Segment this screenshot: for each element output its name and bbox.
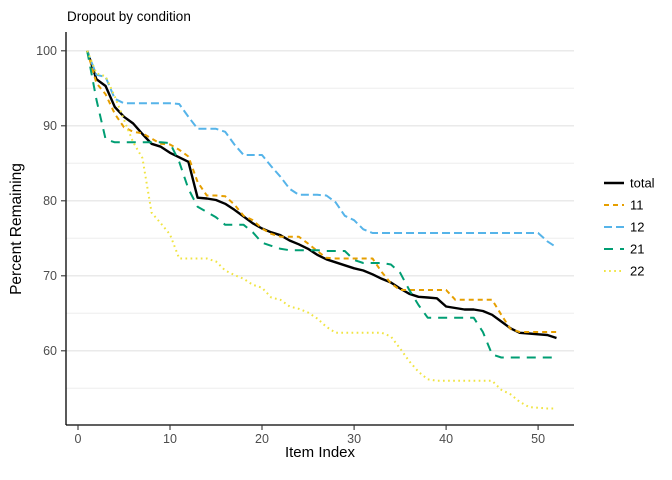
series-line-22 — [86, 50, 557, 410]
series-line-11 — [86, 50, 557, 333]
y-axis-title: Percent Remaining — [8, 163, 25, 295]
legend-label-22: 22 — [630, 264, 644, 279]
x-tick-label: 50 — [531, 432, 545, 446]
y-tick-label: 100 — [36, 44, 57, 58]
y-tick-label: 80 — [43, 194, 57, 208]
x-tick-label: 10 — [163, 432, 177, 446]
y-tick-label: 70 — [43, 269, 57, 283]
legend-label-11: 11 — [630, 198, 644, 213]
y-tick-label: 90 — [43, 119, 57, 133]
chart-title: Dropout by condition — [67, 9, 191, 24]
x-tick-label: 40 — [439, 432, 453, 446]
x-axis-title: Item Index — [284, 444, 356, 461]
x-tick-label: 0 — [75, 432, 82, 446]
series-line-21 — [86, 50, 557, 359]
legend-label-21: 21 — [630, 242, 644, 257]
x-tick-label: 20 — [255, 432, 269, 446]
y-tick-label: 60 — [43, 344, 57, 358]
series-line-total — [86, 50, 557, 340]
legend-label-total: total — [630, 176, 655, 191]
series-line-12 — [86, 50, 558, 249]
legend-label-12: 12 — [630, 220, 644, 235]
x-tick-label: 30 — [347, 432, 361, 446]
